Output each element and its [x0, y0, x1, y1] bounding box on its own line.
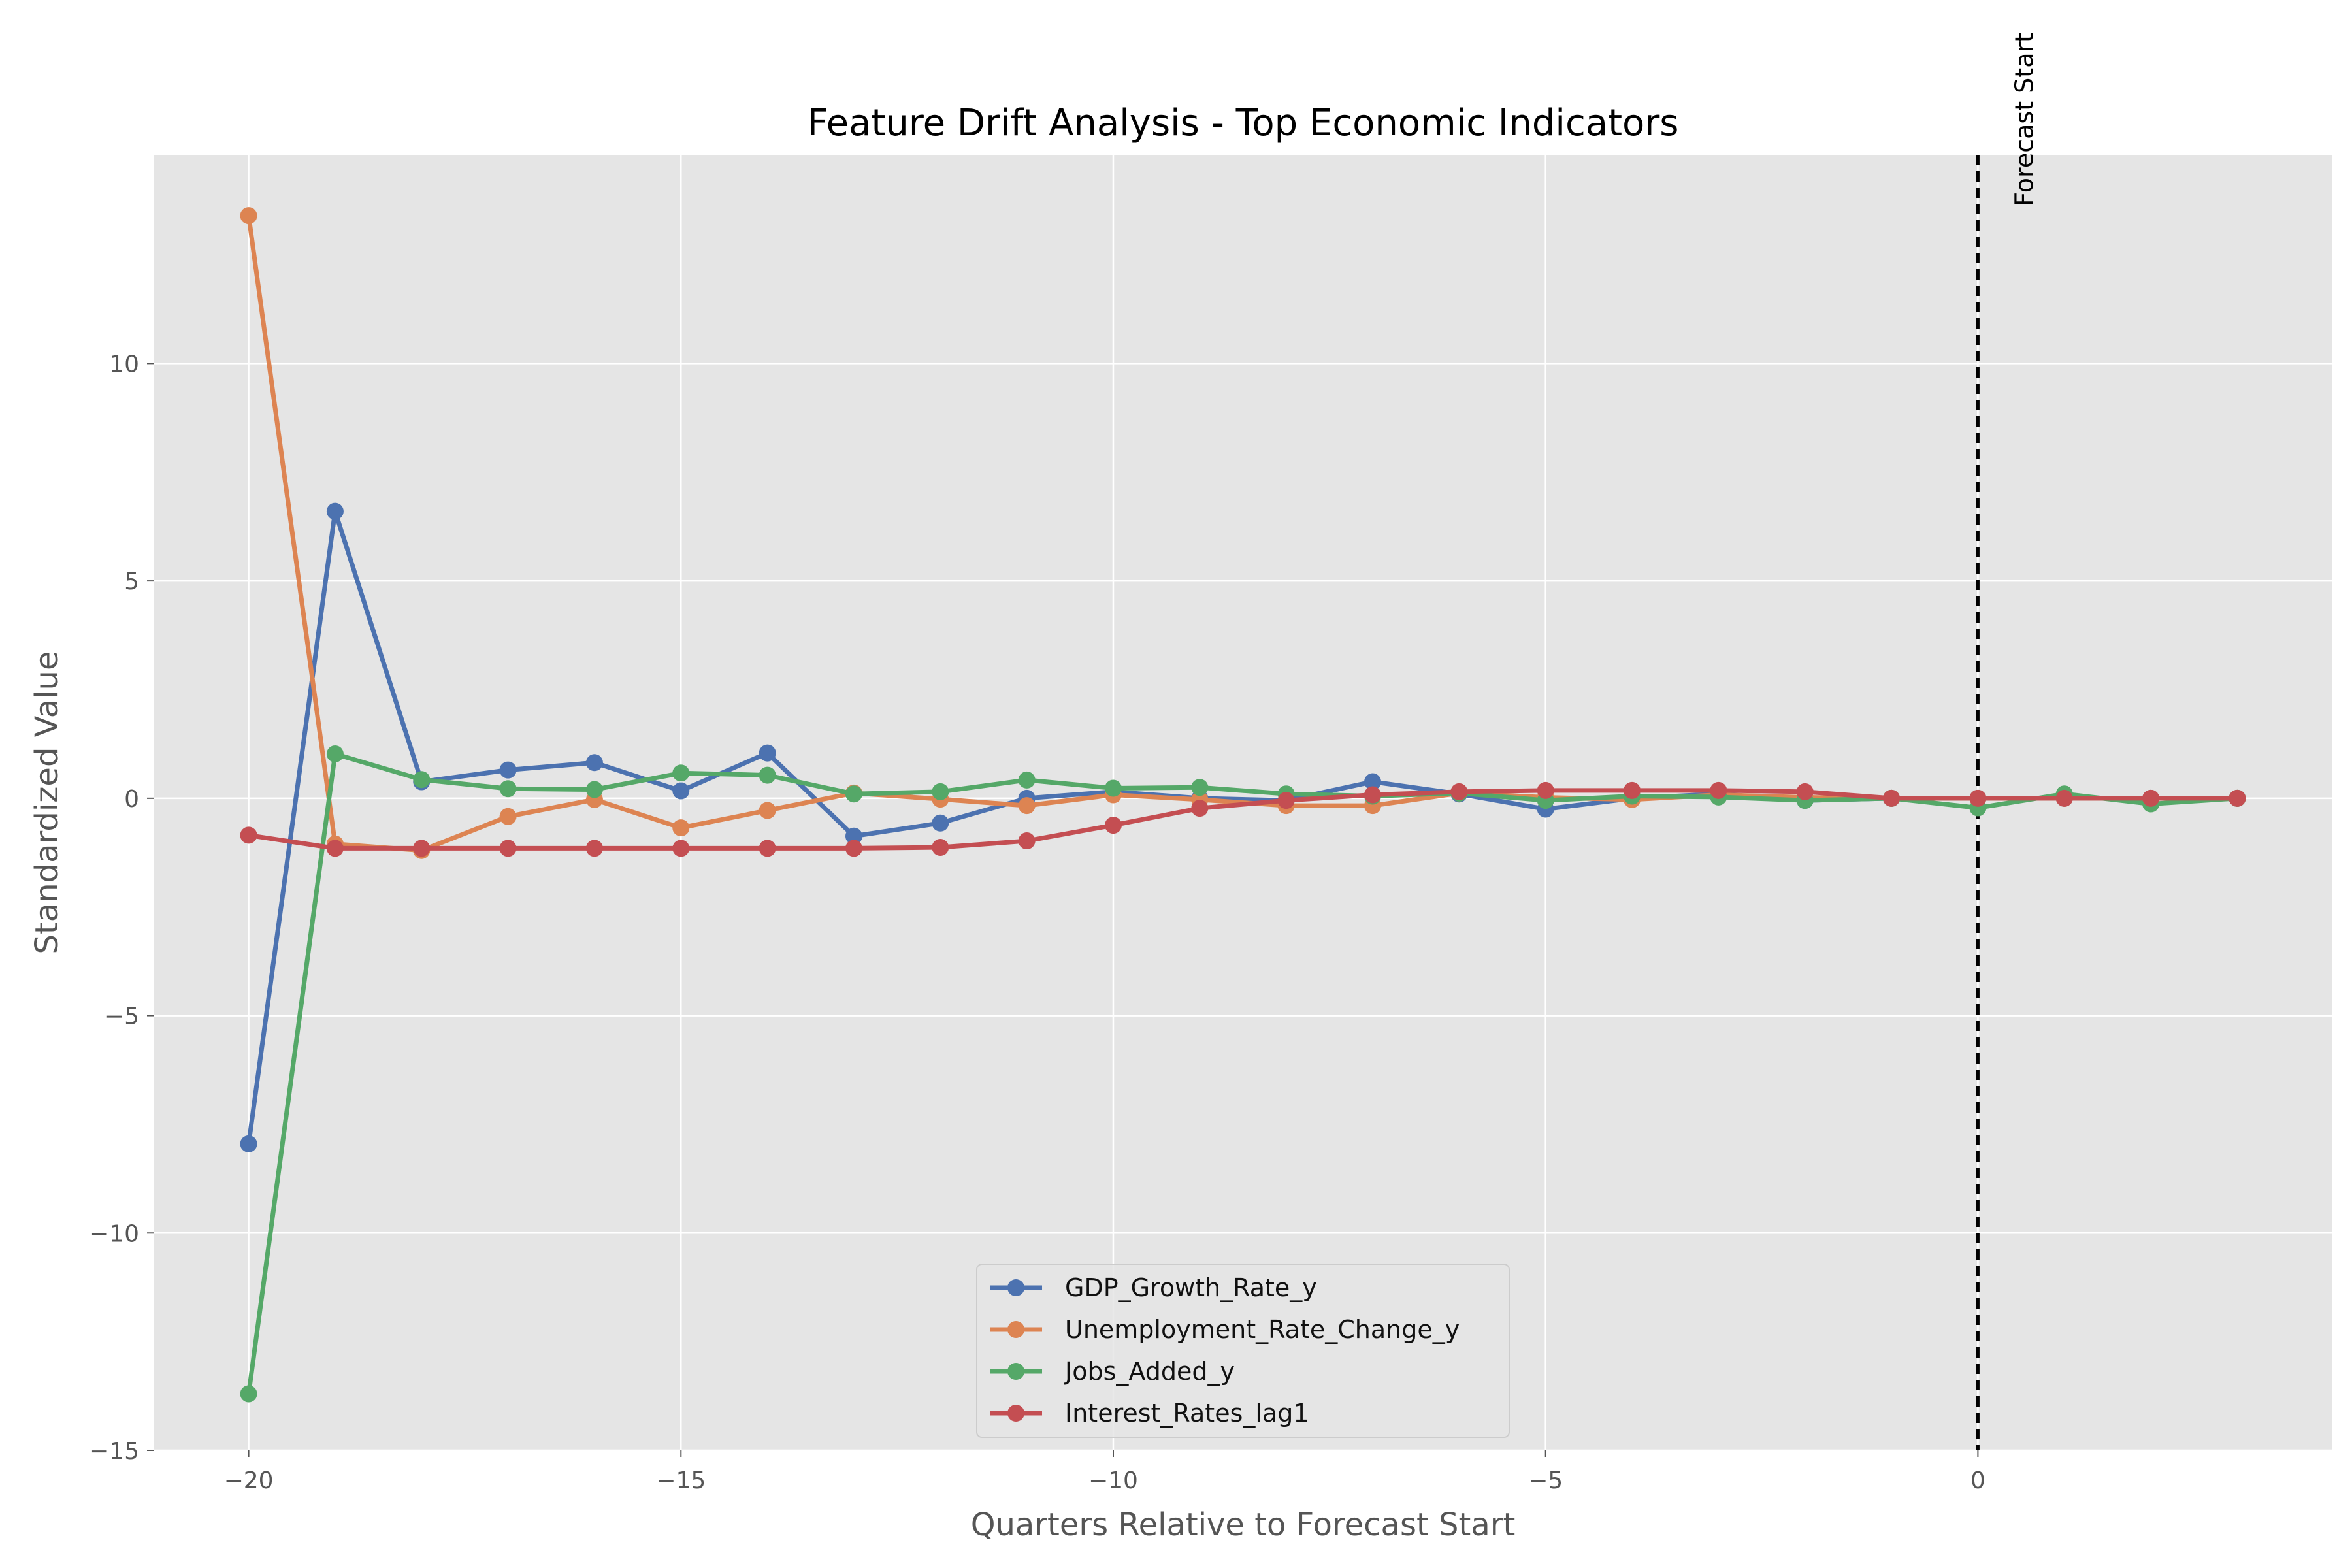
forecast-start-label: Forecast Start	[2010, 33, 2038, 206]
legend-label: Interest_Rates_lag1	[1065, 1399, 1309, 1428]
data-point	[1624, 781, 1641, 799]
legend-box	[976, 1264, 1510, 1438]
chart-title: Feature Drift Analysis - Top Economic In…	[808, 102, 1679, 144]
data-point	[1104, 779, 1122, 797]
data-point	[413, 840, 431, 857]
data-point	[240, 1385, 257, 1403]
data-point	[499, 840, 517, 857]
series-interest-rates-lag1	[240, 781, 2246, 857]
y-tick-label: 5	[124, 568, 139, 595]
data-point	[1191, 779, 1209, 796]
data-point	[1537, 781, 1554, 799]
data-point	[326, 502, 344, 520]
data-point	[499, 761, 517, 779]
legend-marker	[1007, 1321, 1024, 1338]
legend-marker	[1007, 1279, 1024, 1296]
series-line	[248, 788, 2238, 851]
data-point	[413, 771, 431, 789]
data-point	[672, 764, 690, 782]
data-point	[1018, 832, 1036, 850]
data-point	[240, 207, 257, 225]
data-point	[240, 826, 257, 844]
data-point	[845, 785, 862, 803]
y-tick-label: 10	[109, 351, 139, 378]
legend-label: Jobs_Added_y	[1064, 1357, 1235, 1386]
data-point	[672, 819, 690, 837]
data-point	[2229, 789, 2246, 807]
x-tick-label: −5	[1528, 1467, 1563, 1494]
data-point	[1191, 800, 1209, 817]
data-point	[326, 745, 344, 762]
data-point	[1364, 786, 1382, 804]
data-point	[1018, 797, 1036, 815]
legend-item: GDP_Growth_Rate_y	[990, 1273, 1317, 1302]
data-point	[932, 814, 949, 832]
data-point	[759, 840, 776, 857]
data-point	[1450, 783, 1468, 800]
data-series	[240, 207, 2246, 1403]
x-tick-label: −15	[656, 1467, 706, 1494]
legend-item: Unemployment_Rate_Change_y	[990, 1315, 1460, 1344]
data-point	[1796, 783, 1814, 800]
data-point	[326, 840, 344, 857]
y-tick-label: 0	[124, 786, 139, 813]
x-tick-label: −20	[224, 1467, 274, 1494]
data-point	[240, 1135, 257, 1152]
data-point	[585, 754, 603, 772]
y-tick-label: −15	[90, 1438, 139, 1465]
x-tick-label: −10	[1088, 1467, 1138, 1494]
y-tick-label: −5	[105, 1004, 139, 1030]
data-point	[932, 839, 949, 857]
legend-marker	[1007, 1363, 1024, 1380]
data-point	[759, 802, 776, 819]
legend-marker	[1007, 1405, 1024, 1422]
y-axis-label: Standardized Value	[29, 651, 65, 955]
data-point	[1969, 789, 1987, 807]
data-point	[1277, 792, 1295, 809]
data-point	[1710, 781, 1727, 799]
data-point	[499, 808, 517, 825]
data-point	[2142, 789, 2160, 807]
data-point	[672, 840, 690, 857]
data-point	[1364, 773, 1382, 791]
data-point	[845, 840, 862, 857]
data-point	[1883, 789, 1901, 807]
legend: GDP_Growth_Rate_y Unemployment_Rate_Chang…	[976, 1264, 1510, 1438]
legend-item: Interest_Rates_lag1	[990, 1399, 1309, 1428]
data-point	[585, 781, 603, 798]
data-point	[759, 766, 776, 784]
x-tick-label: 0	[1970, 1467, 1985, 1494]
data-point	[672, 782, 690, 800]
data-point	[1018, 771, 1036, 789]
legend-item: Jobs_Added_y	[990, 1357, 1235, 1386]
y-tick-label: −10	[90, 1220, 139, 1247]
legend-label: Unemployment_Rate_Change_y	[1065, 1315, 1460, 1344]
x-axis-label: Quarters Relative to Forecast Start	[971, 1507, 1516, 1543]
axis-ticks: −20 −15 −10 −5 0 −15 −10 −5 0 5 10	[90, 351, 1985, 1494]
data-point	[585, 840, 603, 857]
legend-label: GDP_Growth_Rate_y	[1065, 1273, 1317, 1302]
data-point	[845, 827, 862, 845]
data-point	[932, 783, 949, 800]
data-point	[759, 744, 776, 762]
data-point	[499, 780, 517, 798]
data-point	[1104, 817, 1122, 834]
data-point	[2055, 789, 2073, 807]
